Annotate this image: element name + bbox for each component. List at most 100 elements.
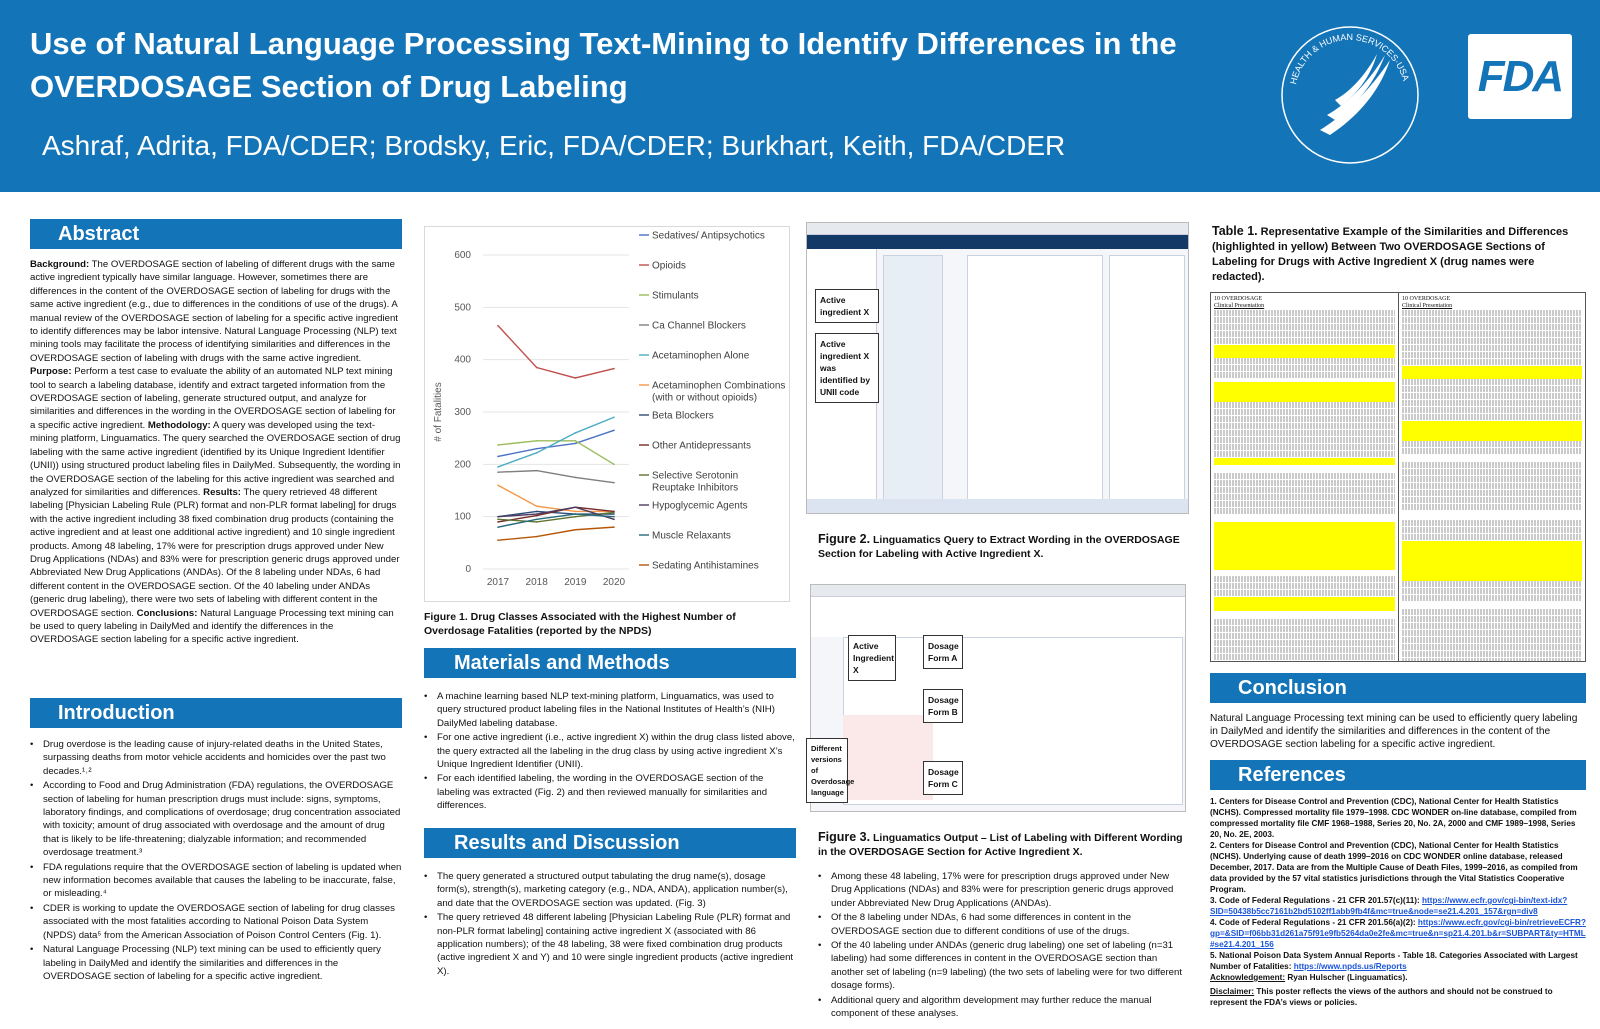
data-point bbox=[613, 367, 615, 370]
y-tick-label: 600 bbox=[454, 250, 471, 261]
data-point bbox=[574, 510, 577, 513]
poster-authors: Ashraf, Adrita, FDA/CDER; Brodsky, Eric,… bbox=[42, 130, 1066, 161]
introduction-list: Drug overdose is the leading cause of in… bbox=[30, 738, 402, 984]
data-point bbox=[613, 526, 615, 528]
data-point bbox=[497, 471, 499, 473]
data-point bbox=[613, 511, 615, 514]
data-point bbox=[535, 514, 538, 517]
series-line bbox=[497, 440, 615, 465]
list-item: Drug overdose is the leading cause of in… bbox=[30, 738, 402, 778]
figure3-caption: Figure 3. Linguamatics Output – List of … bbox=[818, 830, 1183, 858]
x-tick-label: 2018 bbox=[526, 577, 549, 588]
series-line bbox=[497, 469, 615, 484]
data-point bbox=[613, 518, 615, 521]
data-point bbox=[574, 439, 577, 442]
figure2-screenshot: Active ingredient X Active ingredient X … bbox=[806, 222, 1189, 514]
references-heading: References bbox=[1210, 760, 1586, 790]
data-point bbox=[497, 515, 499, 518]
data-point bbox=[613, 429, 615, 432]
list-item: Additional query and algorithm developme… bbox=[818, 994, 1190, 1021]
legend-label: Muscle Relaxants bbox=[652, 531, 731, 542]
data-point bbox=[535, 518, 538, 521]
data-point bbox=[497, 518, 499, 521]
table-left-column: 10 OVERDOSAGE Clinical Presentation bbox=[1211, 293, 1398, 661]
figure1-caption: Figure 1. Drug Classes Associated with t… bbox=[424, 611, 736, 637]
data-point bbox=[535, 521, 538, 523]
data-point bbox=[497, 324, 499, 327]
data-point bbox=[535, 366, 538, 369]
figure3-callout-form-b: Dosage Form B bbox=[923, 689, 963, 723]
introduction-heading: Introduction bbox=[30, 698, 402, 728]
data-point bbox=[574, 515, 577, 518]
figure3-callout-form-a: Dosage Form A bbox=[923, 635, 963, 669]
list-item: FDA regulations require that the OVERDOS… bbox=[30, 861, 402, 901]
figure2-callout-active: Active ingredient X bbox=[815, 289, 879, 323]
series-line bbox=[497, 506, 615, 520]
reference-link[interactable]: https://www.ecfr.gov/cgi-bin/text-idx?SI… bbox=[1210, 896, 1568, 916]
figure3-callout-different: Different versions of Overdosage languag… bbox=[806, 738, 854, 803]
list-item: The query retrieved 48 different labelin… bbox=[424, 911, 796, 978]
conclusion-heading: Conclusion bbox=[1210, 673, 1586, 703]
x-tick-label: 2020 bbox=[603, 577, 626, 588]
fda-logo: FDA bbox=[1468, 34, 1572, 119]
data-point bbox=[574, 432, 577, 434]
data-point bbox=[497, 539, 499, 542]
list-item: A machine learning based NLP text-mining… bbox=[424, 690, 796, 730]
data-point bbox=[574, 528, 577, 531]
y-tick-label: 100 bbox=[454, 512, 471, 523]
data-point bbox=[574, 506, 577, 509]
legend-label: Selective Serotonin Reuptake Inhibitors bbox=[652, 471, 738, 494]
data-point bbox=[574, 377, 577, 379]
data-point bbox=[574, 442, 577, 445]
results-heading: Results and Discussion bbox=[424, 828, 796, 858]
legend-label: Stimulants bbox=[652, 291, 699, 302]
data-point bbox=[535, 535, 538, 538]
table1-caption: Table 1. Representative Example of the S… bbox=[1212, 224, 1569, 283]
series-line bbox=[497, 325, 615, 379]
figure3-callout-active: Active Ingredient X bbox=[848, 635, 896, 681]
y-axis-label: # of Fatalities bbox=[433, 382, 444, 441]
poster-title: Use of Natural Language Processing Text-… bbox=[30, 26, 1177, 104]
y-tick-label: 300 bbox=[454, 407, 471, 418]
reference-link[interactable]: https://www.ecfr.gov/cgi-bin/retrieveECF… bbox=[1210, 918, 1586, 949]
figure2-callout-unii: Active ingredient X was identified by UN… bbox=[815, 333, 879, 403]
poster-header: Use of Natural Language Processing Text-… bbox=[0, 0, 1600, 192]
data-point bbox=[613, 515, 615, 518]
figure2-caption: Figure 2. Linguamatics Query to Extract … bbox=[818, 532, 1180, 560]
fatalities-chart: 0 100 200 300 400 500 600 2017 2018 2019 2020 # of … bbox=[424, 226, 790, 602]
overdosage-comparison-table: 10 OVERDOSAGE Clinical Presentation 10 O… bbox=[1210, 292, 1586, 662]
list-item: Of the 8 labeling under NDAs, 6 had some… bbox=[818, 911, 1190, 938]
reference-item: 4. Code of Federal Regulations - 21 CFR … bbox=[1210, 918, 1586, 949]
reference-item: 5. National Poison Data System Annual Re… bbox=[1210, 951, 1578, 971]
list-item: CDER is working to update the OVERDOSAGE… bbox=[30, 902, 402, 942]
disclaimer: Disclaimer: This poster reflects the vie… bbox=[1210, 987, 1553, 1007]
legend-label: Other Antidepressants bbox=[652, 441, 751, 452]
list-item: For each identified labeling, the wordin… bbox=[424, 772, 796, 812]
materials-heading: Materials and Methods bbox=[424, 648, 796, 678]
list-item: Natural Language Processing (NLP) text m… bbox=[30, 943, 402, 983]
series-line bbox=[497, 429, 615, 458]
reference-item: 3. Code of Federal Regulations - 21 CFR … bbox=[1210, 896, 1568, 916]
data-point bbox=[497, 444, 499, 446]
data-point bbox=[613, 513, 615, 515]
y-tick-label: 400 bbox=[454, 355, 471, 366]
svg-text:HEALTH & HUMAN SERVICES·USA: HEALTH & HUMAN SERVICES·USA bbox=[1288, 32, 1411, 85]
data-point bbox=[535, 469, 538, 472]
series-line bbox=[497, 526, 615, 541]
legend-label: Sedatives/ Antipsychotics bbox=[652, 231, 765, 242]
data-point bbox=[497, 526, 499, 528]
data-point bbox=[574, 476, 577, 479]
fatalities-line-chart: 0 100 200 300 400 500 600 2017 2018 2019 2020 # of … bbox=[433, 231, 785, 589]
references-list: 1. Centers for Disease Control and Preve… bbox=[1210, 796, 1586, 1008]
series-line bbox=[497, 511, 615, 523]
legend-label: Opioids bbox=[652, 261, 686, 272]
series-line bbox=[497, 506, 615, 523]
series-line bbox=[497, 484, 614, 513]
data-point bbox=[535, 447, 538, 450]
data-point bbox=[613, 463, 615, 466]
reference-link[interactable]: https://www.npds.us/Reports bbox=[1293, 962, 1407, 971]
data-point bbox=[497, 484, 499, 487]
materials-list: A machine learning based NLP text-mining… bbox=[424, 690, 796, 814]
figure3-screenshot: Active Ingredient X Dosage Form A Dosage… bbox=[810, 584, 1186, 812]
reference-item: 1. Centers for Disease Control and Preve… bbox=[1210, 797, 1577, 839]
